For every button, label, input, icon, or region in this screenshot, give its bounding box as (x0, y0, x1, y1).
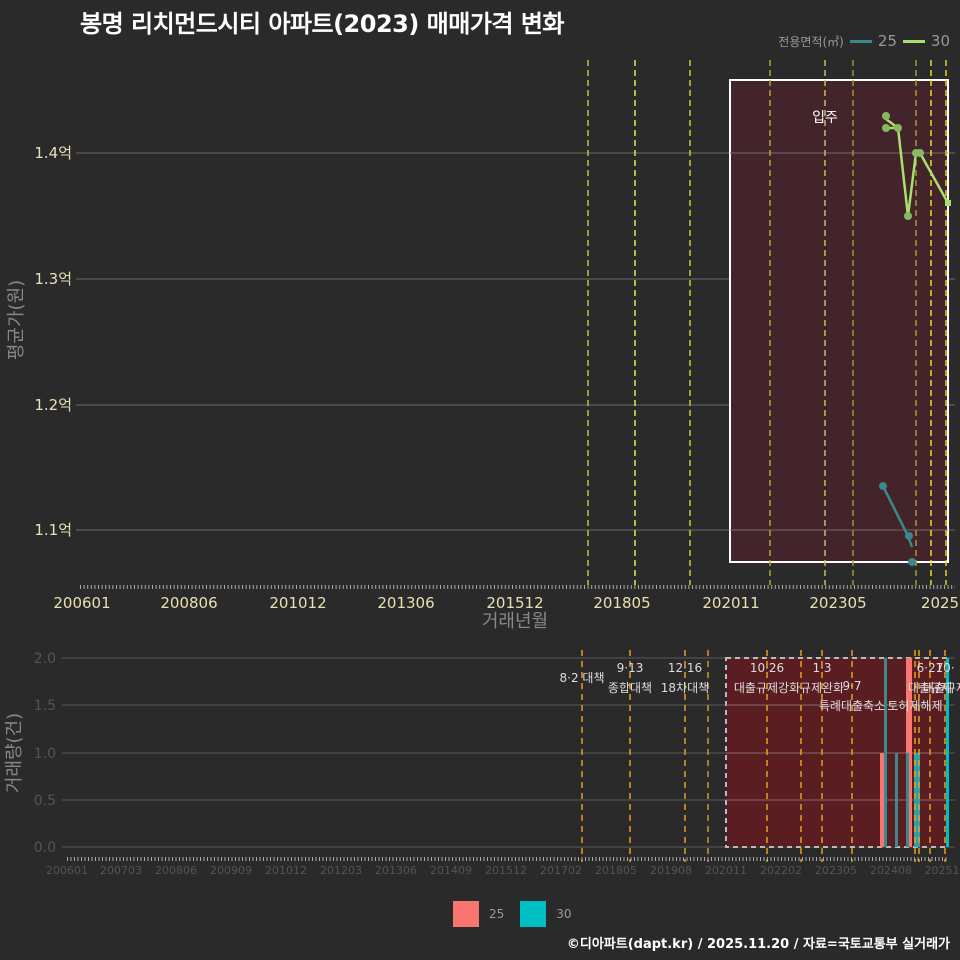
legend-label-25: 25 (877, 32, 897, 50)
move-in-label: 입주 (812, 110, 838, 126)
svg-text:202305: 202305 (809, 594, 866, 612)
svg-text:0.0: 0.0 (34, 840, 56, 856)
svg-text:1.5: 1.5 (34, 698, 56, 714)
svg-text:6·27: 6·27 (917, 661, 944, 675)
svg-text:2.0: 2.0 (34, 651, 56, 667)
bars-30 (884, 658, 949, 847)
svg-text:202408: 202408 (870, 864, 912, 877)
svg-text:10·26: 10·26 (750, 661, 784, 675)
svg-text:규제완화: 규제완화 (800, 681, 844, 695)
source-credit: ©디아파트(dapt.kr) / 2025.11.20 / 자료=국토교통부 실… (566, 937, 950, 952)
svg-text:대출규제: 대출규제 (908, 681, 952, 695)
svg-text:0.5: 0.5 (34, 793, 56, 809)
svg-text:2025: 2025 (921, 594, 959, 612)
svg-text:202305: 202305 (815, 864, 857, 877)
svg-text:202011: 202011 (702, 594, 759, 612)
bottom-x-axis: 200601 200703 200806 200909 201012 20120… (46, 864, 960, 877)
top-y-axis: 1.4억 1.3억 1.2억 1.1억 (34, 144, 72, 539)
svg-text:8·2 대책: 8·2 대책 (560, 670, 605, 685)
svg-text:18차대책: 18차대책 (661, 680, 709, 695)
svg-text:200806: 200806 (160, 594, 217, 612)
svg-text:201306: 201306 (377, 594, 434, 612)
svg-text:200806: 200806 (155, 864, 197, 877)
svg-text:200909: 200909 (210, 864, 252, 877)
svg-text:10·: 10· (935, 661, 954, 675)
bars-25 (880, 658, 912, 847)
svg-text:202011: 202011 (705, 864, 747, 877)
svg-text:201805: 201805 (593, 594, 650, 612)
svg-text:201306: 201306 (375, 864, 417, 877)
legend-bottom: 25 30 (453, 901, 572, 927)
bottom-policy-lines (581, 650, 946, 862)
bottom-y-axis: 2.0 1.5 1.0 0.5 0.0 (34, 651, 56, 856)
bottom-y-axis-title: 거래량(건) (4, 713, 25, 793)
legend-label-25: 25 (489, 907, 505, 921)
svg-text:200601: 200601 (53, 594, 110, 612)
svg-text:대출규제: 대출규제 (923, 681, 960, 695)
legend-swatch-30 (520, 901, 547, 927)
chart-title: 봉명 리치먼드시티 아파트(2023) 매매가격 변화 (80, 10, 565, 38)
legend-swatch-25 (849, 39, 872, 43)
svg-text:12·16: 12·16 (668, 661, 702, 675)
legend-label-30: 30 (930, 32, 950, 50)
svg-text:9·7: 9·7 (842, 679, 861, 693)
policy-annotations: 8·2 대책 9·13 종합대책 12·16 18차대책 10·26 대출규제강… (560, 661, 960, 713)
top-policy-lines (587, 60, 947, 585)
svg-text:특례대출축소: 특례대출축소 (819, 699, 885, 713)
svg-text:대출규제강화: 대출규제강화 (734, 681, 800, 695)
svg-text:201805: 201805 (595, 864, 637, 877)
legend-label-30: 30 (556, 907, 572, 921)
legend-top: 전용면적(㎡) 25 30 (778, 32, 950, 50)
svg-text:202202: 202202 (760, 864, 802, 877)
svg-text:201012: 201012 (269, 594, 326, 612)
svg-text:200601: 200601 (46, 864, 88, 877)
legend-swatch-25 (453, 901, 479, 927)
svg-text:201702: 201702 (540, 864, 582, 877)
svg-text:1.1억: 1.1억 (34, 521, 72, 539)
svg-text:9·13: 9·13 (617, 661, 644, 675)
svg-text:201512: 201512 (485, 864, 527, 877)
series-30-line (882, 112, 951, 220)
svg-text:201512: 201512 (486, 594, 543, 612)
svg-text:1.3억: 1.3억 (34, 270, 72, 288)
svg-text:1.0: 1.0 (34, 746, 56, 762)
svg-text:200703: 200703 (100, 864, 142, 877)
top-x-axis-title: 거래년월 (482, 611, 548, 632)
series-25-line (879, 482, 916, 566)
svg-text:201203: 201203 (320, 864, 362, 877)
top-x-axis: 200601 200806 201012 201306 201512 20180… (53, 594, 959, 612)
svg-text:토허제해제: 토허제해제 (887, 699, 942, 713)
legend-title: 전용면적(㎡) (778, 34, 844, 49)
svg-text:1.4억: 1.4억 (34, 144, 72, 162)
svg-text:201012: 201012 (265, 864, 307, 877)
svg-text:201409: 201409 (430, 864, 472, 877)
top-y-axis-title: 평균가(원) (6, 280, 27, 360)
svg-text:1.2억: 1.2억 (34, 396, 72, 414)
bottom-chart: 8·2 대책 9·13 종합대책 12·16 18차대책 10·26 대출규제강… (4, 650, 960, 877)
svg-text:1·3: 1·3 (812, 661, 831, 675)
move-in-highlight (729, 79, 949, 563)
legend-swatch-30 (902, 39, 925, 43)
svg-text:201908: 201908 (650, 864, 692, 877)
svg-text:종합대책: 종합대책 (608, 680, 652, 695)
svg-text:20251: 20251 (925, 864, 960, 877)
top-chart: 입주 1.4억 1.3억 1.2억 1.1억 평균가(원) (6, 60, 959, 632)
